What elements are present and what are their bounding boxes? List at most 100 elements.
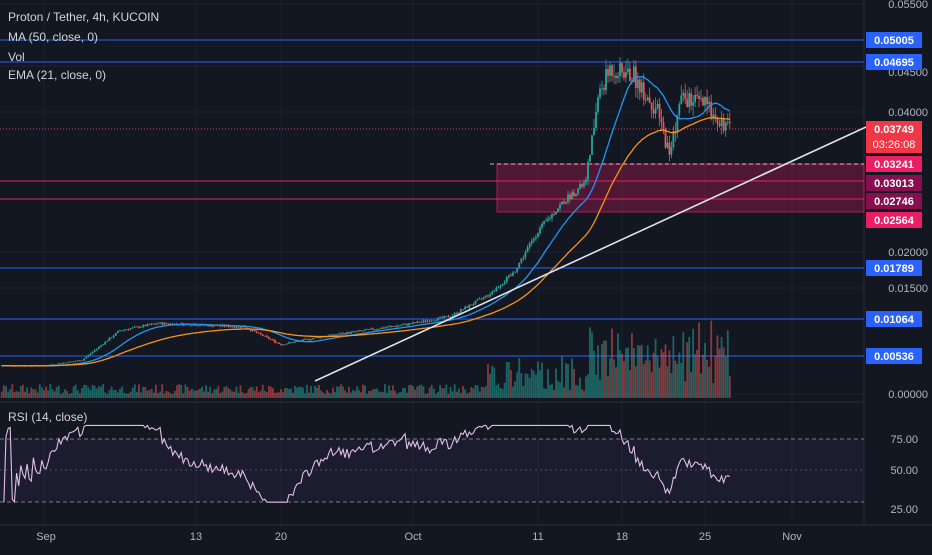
ma-legend[interactable]: MA (50, close, 0) [8, 30, 99, 44]
candle-body [597, 97, 599, 112]
candle-body [243, 326, 246, 328]
volume-bar [668, 350, 671, 398]
candle-body [148, 324, 151, 325]
volume-bar [253, 390, 256, 398]
volume-bar [312, 393, 314, 398]
volume-bar [352, 389, 354, 398]
volume-bar [344, 390, 346, 398]
volume-bar [392, 385, 394, 398]
candle-body [119, 330, 121, 332]
volume-bar [664, 344, 667, 398]
volume-bar [354, 391, 356, 398]
volume-bar [493, 367, 496, 398]
volume-bar [112, 390, 115, 398]
candle-body [617, 76, 619, 79]
volume-bar [97, 386, 100, 398]
volume-bar [543, 388, 545, 398]
candle-body [362, 330, 364, 332]
volume-bar [358, 389, 360, 398]
volume-bar [161, 384, 164, 398]
candle-body [263, 335, 266, 337]
candle-body [710, 101, 713, 119]
level-label: 0.03013 [874, 178, 914, 190]
price-tick: 0.00000 [888, 389, 928, 401]
volume-bar [362, 384, 364, 398]
trend-line[interactable] [314, 126, 867, 382]
volume-bar [180, 384, 183, 398]
volume-bar [678, 352, 681, 398]
candle-body [599, 88, 601, 98]
candle-body [360, 330, 362, 332]
volume-bar [15, 391, 18, 398]
candle-body [165, 322, 168, 324]
candle-body [159, 322, 162, 324]
candle-body [575, 193, 577, 196]
vol-legend[interactable]: Vol [8, 50, 25, 64]
level-label: 0.03241 [874, 159, 914, 171]
volume-bar [330, 393, 332, 398]
ema-legend[interactable]: EMA (21, close, 0) [8, 68, 107, 82]
volume-bar [714, 355, 717, 398]
candle-body [213, 325, 216, 327]
candle-body [410, 323, 412, 325]
level-label: 0.00536 [874, 351, 914, 363]
volume-bar [390, 390, 392, 398]
volume-bar [239, 385, 242, 398]
level-label: 0.04695 [874, 57, 914, 69]
volume-bar [561, 356, 563, 398]
candle-body [549, 218, 551, 219]
candle-body [392, 326, 394, 327]
volume-bar [138, 384, 140, 398]
candle-body [292, 342, 294, 344]
volume-bar [9, 389, 12, 398]
volume-bar [670, 373, 673, 398]
candle-body [426, 320, 429, 322]
candle-body [368, 329, 370, 330]
candle-body [296, 341, 298, 342]
volume-bar [334, 392, 336, 398]
candle-body [102, 344, 105, 346]
candle-body [197, 325, 199, 327]
volume-bar [642, 364, 645, 398]
candle-body [364, 329, 366, 331]
volume-bar [482, 387, 485, 398]
candle-body [445, 316, 448, 317]
volume-bar [66, 391, 69, 398]
volume-bar [720, 337, 723, 398]
candle-body [388, 326, 390, 328]
volume-bar [503, 382, 506, 398]
volume-bar [140, 392, 143, 398]
rsi-line [3, 424, 731, 504]
level-label: 0.01789 [874, 263, 914, 275]
symbol-title[interactable]: Proton / Tether, 4h, KUCOIN [8, 10, 160, 24]
candle-body [561, 201, 563, 205]
candle-body [487, 295, 489, 297]
volume-bar [310, 385, 312, 398]
volume-bar [133, 384, 136, 398]
volume-bar [192, 390, 195, 398]
volume-bar [603, 340, 605, 398]
volume-bar [336, 386, 338, 398]
volume-bar [243, 393, 246, 398]
volume-bar [171, 393, 174, 398]
countdown-label: 03:26:08 [873, 139, 916, 151]
volume-bar [85, 385, 88, 398]
candle-body [104, 341, 107, 345]
volume-bar [255, 386, 258, 398]
volume-bar [74, 384, 77, 398]
candle-body [642, 82, 645, 100]
volume-bar [110, 386, 113, 398]
volume-bar [625, 348, 627, 398]
candle-body [680, 95, 683, 105]
volume-bar [184, 384, 187, 398]
volume-bar [129, 391, 132, 398]
volume-bar [127, 393, 130, 398]
candle-body [356, 331, 358, 332]
volume-bar [514, 381, 516, 398]
candle-body [146, 324, 149, 327]
candle-body [493, 290, 496, 293]
rsi-legend[interactable]: RSI (14, close) [8, 410, 88, 424]
candle-body [581, 184, 583, 187]
